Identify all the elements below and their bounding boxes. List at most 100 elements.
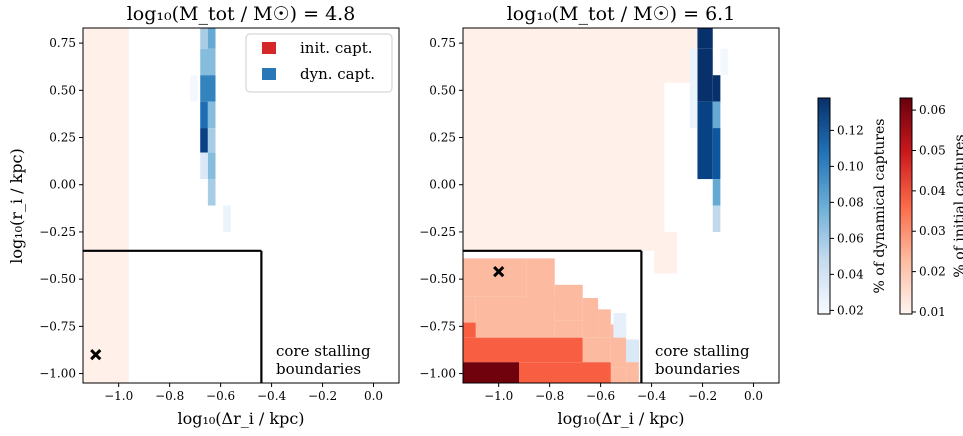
x-tick-label: −0.4 [257,389,287,403]
cell-initial-capture [463,82,665,251]
x-tick-label: −0.2 [308,389,337,403]
colorbar-tick-label: 0.08 [837,195,864,209]
cell-dynamical-capture [207,28,216,49]
marker-x [493,265,505,278]
cell-initial-capture [554,320,583,338]
cell-initial-capture [654,231,678,274]
y-tick-label: 0.50 [429,83,456,97]
cell-dynamical-capture [207,152,216,180]
x-tick-label: −0.8 [155,389,184,403]
x-tick-labels: −1.0 −0.8 −0.6 −0.4 −0.2 0.0 [104,383,383,403]
cell-dynamical-capture [712,101,721,129]
y-tick-label: −0.25 [419,225,456,239]
legend-box [245,33,393,93]
colorbar-tick-label: 0.06 [919,103,946,117]
y-tick-labels: 0.75 0.50 0.25 0.00 −0.25 −0.50 −0.75 −1.00 [419,36,463,381]
cell-dynamical-capture [207,179,216,206]
y-tick-label: 0.75 [49,36,76,50]
x-tick-label: −0.2 [688,389,717,403]
legend-swatch-init [262,42,276,54]
cell-dynamical-capture [200,75,216,102]
cell-initial-capture [598,309,611,338]
colorbar-label: % of initial captures [952,134,963,277]
cell-dynamical-capture [200,28,208,49]
y-tick-label: −0.75 [419,319,456,333]
cell-dynamical-capture [207,101,216,129]
y-tick-label: −1.00 [419,367,456,381]
colorbar-tick-label: 0.04 [919,184,946,198]
colorbar-tick-labels: 0.02 0.04 0.06 0.08 0.10 0.12 [830,123,864,317]
cell-dynamical-capture [697,48,713,102]
x-tick-label: 0.0 [744,389,763,403]
cell-dynamical-capture [720,48,729,76]
x-tick-label: −1.0 [104,389,133,403]
y-tick-label: −0.25 [39,225,76,239]
colorbar-tick-label: 0.10 [837,159,864,173]
cell-dynamical-capture [613,313,627,338]
cell-initial-capture [519,362,611,383]
colorbar-tick-label: 0.02 [837,303,864,317]
colorbar-tick-labels: 0.01 0.02 0.03 0.04 0.05 0.06 [912,103,946,319]
y-tick-label: −0.50 [39,272,76,286]
annotation-line-2: boundaries [276,360,361,378]
colorbar-initial: 0.01 0.02 0.03 0.04 0.05 0.06 % of initial ca… [899,97,963,319]
cell-dynamical-capture [200,48,216,76]
cell-initial-capture [610,367,627,383]
cell-initial-capture [463,337,583,363]
colorbar-gradient [899,97,913,315]
x-tick-label: −1.0 [484,389,513,403]
colorbar-tick-label: 0.02 [919,265,946,279]
y-tick-labels: 0.75 0.50 0.25 0.00 −0.25 −0.50 −0.75 −1.00 [39,36,83,381]
cell-dynamical-capture [697,101,713,180]
x-tick-label: −0.6 [586,389,615,403]
y-axis-label: log₁₀(r_i / kpc) [7,148,26,264]
y-tick-label: −1.00 [39,367,76,381]
cell-dynamical-capture [223,205,231,232]
legend-swatch-dyn [262,68,276,80]
colorbar-label: % of dynamical captures [872,119,888,294]
legend-label-dyn: dyn. capt. [300,65,375,83]
x-tick-label: −0.8 [535,389,564,403]
cell-dynamical-capture [207,128,216,153]
cell-initial-capture [582,337,611,363]
panel-left: −1.0 −0.8 −0.6 −0.4 −0.2 0.0 0.75 0.50 0.25 0.00… [7,3,400,428]
annotation-line-1: core stalling [655,342,750,360]
colorbar-dynamical: 0.02 0.04 0.06 0.08 0.10 0.12 % of dynamical … [817,97,888,317]
legend-label-init: init. capt. [300,39,373,57]
cell-dynamical-capture [190,75,198,102]
cell-initial-capture [463,28,698,83]
x-tick-label: −0.6 [206,389,235,403]
core-stalling-boundary [83,249,263,383]
y-tick-label: 0.25 [49,131,76,145]
cell-initial-capture [463,362,520,383]
cell-dynamical-capture [200,128,208,153]
colorbar-tick-label: 0.03 [919,224,946,238]
colorbar-tick-label: 0.01 [919,305,946,319]
heatmap-cells [83,28,231,383]
cell-dynamical-capture [200,101,208,129]
colorbar-tick-label: 0.04 [837,267,864,281]
core-stalling-boundary [463,249,643,383]
colorbar-gradient [817,97,831,315]
cell-dynamical-capture [697,28,713,49]
cell-initial-capture [582,298,599,338]
cell-dynamical-capture [712,128,721,180]
axes-frame [462,27,780,384]
cell-dynamical-capture [626,339,639,363]
cell-initial-capture [463,258,527,297]
heatmap-cells [463,28,729,383]
annotation-line-2: boundaries [655,360,740,378]
y-tick-label: 0.00 [49,178,76,192]
marker-x-icon [493,265,505,278]
legend: init. capt. dyn. capt. [245,33,393,93]
marker-x [90,349,102,361]
cell-dynamical-capture [689,48,698,129]
x-tick-labels: −1.0 −0.8 −0.6 −0.4 −0.2 0.0 [484,383,763,403]
cell-initial-capture [554,284,583,321]
annotation-line-1: core stalling [276,342,371,360]
panel-title: log₁₀(M_tot / M☉) = 4.8 [127,3,356,25]
cell-dynamical-capture [712,179,721,206]
cell-dynamical-capture [712,205,721,232]
colorbar-tick-label: 0.12 [837,123,864,137]
